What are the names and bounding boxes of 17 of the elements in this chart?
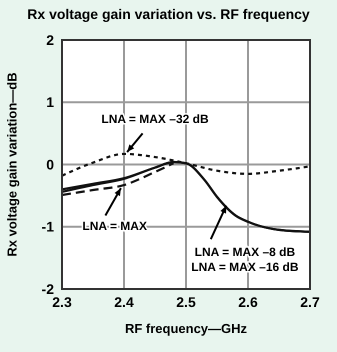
text: LNA = MAX –32 dB (101, 112, 209, 126)
chart-title: Rx voltage gain variation vs. RF frequency (26, 6, 311, 22)
y-tick-label: -2 (42, 280, 54, 297)
x-tick-label: 2.6 (238, 294, 258, 310)
x-axis-title: RF frequency—GHz (124, 321, 248, 336)
y-tick-label: 1 (46, 94, 54, 110)
text: LNA = MAX –16 dB (191, 260, 299, 274)
series-label: LNA = MAX –8 dB (194, 245, 296, 260)
y-tick-label: 2 (46, 32, 54, 48)
x-tick-label: 2.4 (114, 294, 134, 310)
x-tick-label: 2.7 (300, 294, 320, 310)
y-tick-label: -1 (42, 218, 54, 235)
x-tick-label: 2.3 (52, 294, 72, 310)
text: LNA = MAX (82, 218, 147, 233)
x-tick-label: 2.5 (176, 294, 196, 310)
y-axis-title: Rx voltage gain variation—dB (4, 72, 20, 257)
y-tick-label: 0 (46, 156, 54, 172)
